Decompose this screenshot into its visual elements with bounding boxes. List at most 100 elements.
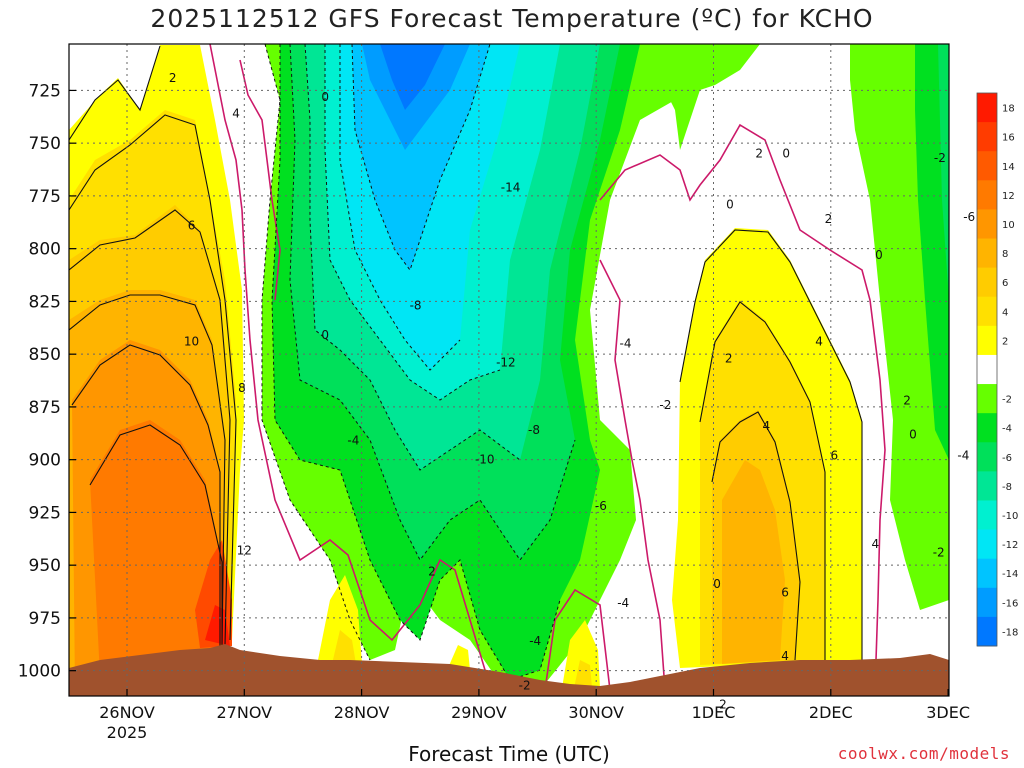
contour-label: -2 bbox=[659, 398, 671, 412]
contour-label-text: 4 bbox=[781, 649, 789, 663]
isotherm-minus-6 bbox=[289, 44, 576, 561]
contour-label: 0 bbox=[909, 427, 917, 441]
colorbar-swatch bbox=[977, 180, 997, 210]
x-tick-label: 29NOV bbox=[451, 703, 507, 722]
contour-label-text: -12 bbox=[496, 356, 516, 370]
contour-label-text: -4 bbox=[957, 448, 969, 462]
contour-label-text: -8 bbox=[528, 423, 540, 437]
contour-label-text: 2 bbox=[719, 697, 727, 711]
colorbar-tick-label: -4 bbox=[1002, 424, 1012, 435]
contour-label-text: -8 bbox=[410, 299, 422, 313]
contour-label: -4 bbox=[347, 434, 359, 448]
colorbar-swatch bbox=[977, 93, 997, 123]
y-tick-label: 775 bbox=[29, 187, 61, 207]
colorbar-swatch bbox=[977, 151, 997, 181]
contour-label-text: -14 bbox=[501, 180, 521, 194]
isotherm-6-right bbox=[711, 411, 801, 661]
y-tick-label: 800 bbox=[29, 240, 61, 260]
isotherm-2-left bbox=[69, 45, 161, 141]
temperature-field bbox=[69, 44, 949, 696]
contour-label: -6 bbox=[595, 499, 607, 513]
cold-region-right-green bbox=[915, 44, 949, 460]
contour-label: -10 bbox=[475, 453, 495, 467]
contour-label-text: 6 bbox=[188, 218, 196, 232]
colorbar-tick-label: -10 bbox=[1002, 511, 1018, 522]
colorbar-swatch bbox=[977, 471, 997, 501]
contour-label: -4 bbox=[957, 448, 969, 462]
contour-label: 2 bbox=[428, 565, 436, 579]
x-tick-sublabel: 2025 bbox=[107, 723, 148, 742]
zero-contour-1dec bbox=[599, 123, 886, 691]
contour-label-text: -10 bbox=[475, 453, 495, 467]
colorbar-tick-label: 14 bbox=[1002, 162, 1015, 173]
y-tick-label: 875 bbox=[29, 398, 61, 418]
contour-label: 4 bbox=[232, 107, 240, 121]
colorbar-swatch bbox=[977, 267, 997, 298]
contour-label: -4 bbox=[617, 596, 629, 610]
contour-label: 2 bbox=[903, 394, 911, 408]
contour-label-text: 6 bbox=[781, 586, 789, 600]
warm-region-right-orange bbox=[722, 460, 785, 664]
zero-contour-1dec-left bbox=[599, 259, 666, 691]
contour-label-text: -4 bbox=[617, 596, 629, 610]
colorbar-tick-label: -6 bbox=[1002, 453, 1012, 464]
isotherm-minus-10 bbox=[324, 44, 501, 401]
contour-label-text: 4 bbox=[872, 537, 880, 551]
y-tick-label: 750 bbox=[29, 134, 61, 154]
isotherm-minus-2 bbox=[261, 44, 371, 661]
contour-label: -2 bbox=[934, 151, 946, 165]
colorbar-swatch bbox=[977, 413, 997, 443]
warm-pocket-29nov bbox=[448, 645, 470, 670]
contour-label: 2 bbox=[169, 71, 177, 85]
contour-label: -4 bbox=[529, 634, 541, 648]
x-axis: 26NOV 27NOV 28NOV 29NOV 30NOV 1DEC 2DEC 3DEC 202… bbox=[99, 689, 970, 742]
colorbar-swatch bbox=[977, 122, 997, 152]
contour-label: 4 bbox=[781, 649, 789, 663]
contour-label: 0 bbox=[321, 90, 329, 104]
contour-label: 4 bbox=[815, 335, 823, 349]
colorbar-swatch bbox=[977, 238, 997, 269]
colorbar-tick-label: -14 bbox=[1002, 569, 1018, 580]
contour-label-text: 0 bbox=[321, 328, 329, 342]
warm-region-left-deep-orange bbox=[90, 420, 222, 676]
isotherm-minus-4 bbox=[271, 44, 561, 681]
contour-label: 4 bbox=[872, 537, 880, 551]
warm-core-max bbox=[205, 605, 230, 646]
cold-region-right-emerald bbox=[938, 44, 949, 300]
y-tick-label: 950 bbox=[29, 556, 61, 576]
contour-label: 0 bbox=[713, 577, 721, 591]
colorbar-border bbox=[976, 92, 998, 647]
colorbar-tick-label: -2 bbox=[1002, 395, 1012, 406]
colorbar-swatch bbox=[977, 325, 997, 356]
contour-label: 8 bbox=[238, 381, 246, 395]
colorbar-tick-label: 10 bbox=[1002, 220, 1015, 231]
colorbar-tick-label: 6 bbox=[1002, 278, 1008, 289]
contour-label: 6 bbox=[781, 586, 789, 600]
colorbar-swatch bbox=[977, 354, 997, 385]
zero-degree-contours bbox=[209, 44, 886, 691]
colorbar-tick-label: -12 bbox=[1002, 540, 1018, 551]
zero-contour-upper bbox=[239, 59, 281, 301]
colorbar-tick-label: 18 bbox=[1002, 104, 1015, 115]
contour-label-text: -2 bbox=[934, 151, 946, 165]
contour-label: -8 bbox=[528, 423, 540, 437]
contour-label: -6 bbox=[963, 210, 975, 224]
x-tick-label: 1DEC bbox=[692, 703, 736, 722]
colorbar-tick-label: 16 bbox=[1002, 133, 1015, 144]
contour-label-text: 10 bbox=[184, 335, 199, 349]
isotherm-minus-12 bbox=[339, 44, 461, 371]
contour-label-text: -6 bbox=[595, 499, 607, 513]
colorbar-swatch bbox=[977, 529, 997, 560]
colorbar-swatch bbox=[977, 500, 997, 531]
contour-labels: 2 4 6 10 8 12 0 0 -4 2 -8 -14 -12 -8 -10 -6 -4 -2 -4 -2 -4 0 2… bbox=[169, 71, 975, 712]
isotherm-4-left bbox=[69, 114, 237, 641]
contour-label-text: 2 bbox=[825, 212, 833, 226]
colorbar-tick-label: 12 bbox=[1002, 191, 1015, 202]
source-credit[interactable]: coolwx.com/models bbox=[837, 744, 1010, 763]
colorbar-tick-label: 8 bbox=[1002, 249, 1008, 260]
contour-label-text: 0 bbox=[909, 427, 917, 441]
y-tick-label: 1000 bbox=[18, 662, 61, 682]
colorbar-tick-label: 4 bbox=[1002, 307, 1008, 318]
contour-label-text: 4 bbox=[815, 335, 823, 349]
contour-label: -4 bbox=[620, 337, 632, 351]
